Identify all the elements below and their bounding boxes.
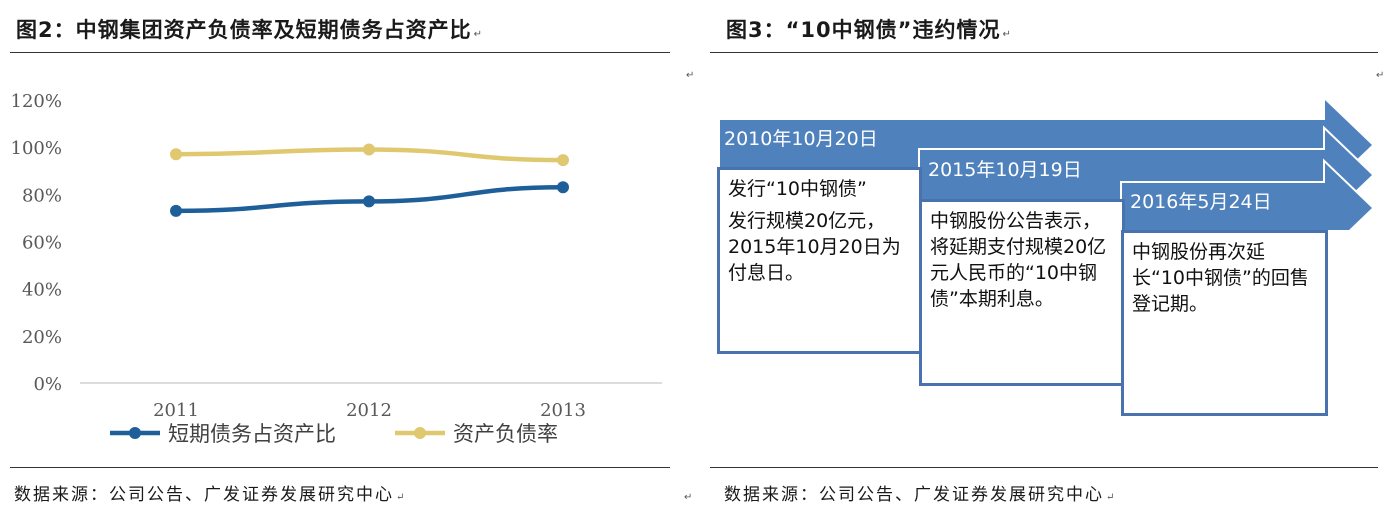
right-data-source: 数据来源：公司公告、广发证券发展研究中心 ↵ <box>724 485 1115 505</box>
y-axis-ticks: 0% 20% 40% 60% 80% 100% 120% <box>11 91 62 395</box>
left-para-mark: ↵ <box>684 492 693 503</box>
series-2-point <box>557 154 569 167</box>
chart-legend: 短期债务占资产比 资产负债率 <box>110 422 558 446</box>
timeline-box-1-heading: 发行“10中钢债” <box>728 178 867 200</box>
timeline-box-1-text: 发行规模20亿元，2015年10月20日为付息日。 <box>728 210 901 284</box>
series-layer <box>170 143 569 217</box>
timeline-box-1: 发行“10中钢债” 发行规模20亿元，2015年10月20日为付息日。 <box>717 167 922 354</box>
timeline-box-3: 中钢股份再次延长“10中钢债”的回售登记期。 <box>1121 230 1328 416</box>
legend-label: 资产负债率 <box>453 422 558 446</box>
series-1-point <box>363 195 375 208</box>
left-source-rule <box>10 467 670 468</box>
timeline-arrow-3 <box>1120 158 1375 230</box>
left-figure-title: 图2：中钢集团资产负债率及短期债务占资产比 ↵ <box>16 18 484 42</box>
series-1-point <box>557 181 569 194</box>
timeline-box-3-text: 中钢股份再次延长“10中钢债”的回售登记期。 <box>1132 241 1309 315</box>
y-tick-label: 80% <box>22 185 62 206</box>
y-tick-label: 120% <box>11 91 62 112</box>
timeline-date-3: 2016年5月24日 <box>1130 191 1272 213</box>
series-2-point <box>363 143 375 156</box>
right-para-mark: ↵ <box>686 70 695 81</box>
x-tick-label: 2013 <box>540 400 586 421</box>
timeline-box-2: 中钢股份公告表示，将延期支付规模20亿元人民币的“10中钢债”本期利息。 <box>919 199 1125 386</box>
left-data-source: 数据来源：公司公告、广发证券发展研究中心 ↵ <box>14 485 405 505</box>
legend-swatch-marker <box>414 427 426 439</box>
right-title-rule <box>710 52 1378 53</box>
timeline-date-2: 2015年10月19日 <box>928 159 1082 181</box>
timeline-date-1: 2010年10月20日 <box>724 128 878 150</box>
right-edge-para-mark: ↵ <box>1376 70 1383 81</box>
y-tick-label: 20% <box>22 327 62 348</box>
y-tick-label: 40% <box>22 280 62 301</box>
y-tick-label: 60% <box>22 233 62 254</box>
legend-swatch-marker <box>129 427 141 439</box>
legend-label: 短期债务占资产比 <box>168 422 336 446</box>
x-tick-label: 2012 <box>346 400 392 421</box>
line-chart: 0% 20% 40% 60% 80% 100% 120% 2011 2012 2013 短期债务… <box>11 91 662 446</box>
series-1-point <box>170 204 182 217</box>
right-figure-title: 图3：“10中钢债”违约情况 ↵ <box>726 18 1012 42</box>
y-tick-label: 0% <box>33 374 62 395</box>
x-tick-label: 2011 <box>153 400 199 421</box>
y-tick-label: 100% <box>11 138 62 159</box>
right-source-rule <box>710 467 1378 468</box>
x-axis-ticks: 2011 2012 2013 <box>153 400 586 421</box>
timeline-box-2-text: 中钢股份公告表示，将延期支付规模20亿元人民币的“10中钢债”本期利息。 <box>930 210 1107 310</box>
left-title-rule <box>10 52 670 53</box>
series-2-point <box>170 148 182 161</box>
